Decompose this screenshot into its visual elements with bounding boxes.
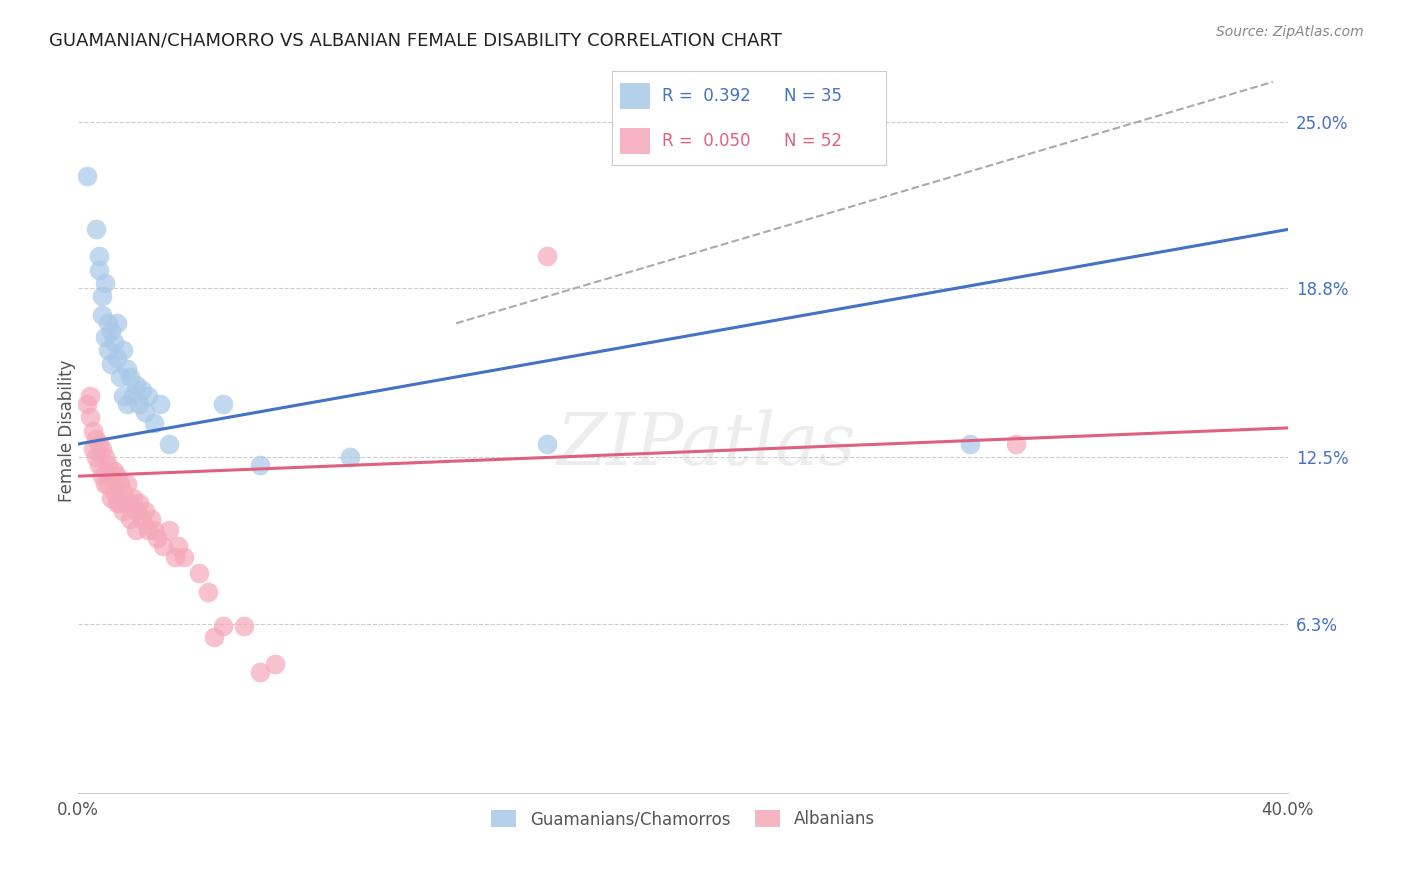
Point xyxy=(91,308,114,322)
Bar xyxy=(620,83,650,109)
Point xyxy=(536,249,558,263)
Legend: Guamanians/Chamorros, Albanians: Guamanians/Chamorros, Albanians xyxy=(485,804,882,835)
Point xyxy=(115,477,138,491)
Point xyxy=(89,249,111,263)
Y-axis label: Female Disability: Female Disability xyxy=(58,359,76,502)
Point xyxy=(100,324,122,338)
Point xyxy=(100,491,122,505)
Point xyxy=(157,437,180,451)
Point xyxy=(97,343,120,358)
Point xyxy=(263,657,285,671)
Text: R =  0.050: R = 0.050 xyxy=(662,132,751,150)
Point xyxy=(94,329,117,343)
Point xyxy=(118,370,141,384)
Point xyxy=(79,410,101,425)
Point xyxy=(94,450,117,465)
Point xyxy=(173,549,195,564)
Point xyxy=(152,539,174,553)
Point xyxy=(118,496,141,510)
Point xyxy=(76,397,98,411)
Point xyxy=(94,276,117,290)
Point xyxy=(1004,437,1026,451)
Point xyxy=(76,169,98,183)
Point xyxy=(94,477,117,491)
Point xyxy=(163,549,186,564)
Point xyxy=(121,389,143,403)
Point xyxy=(97,458,120,473)
Point xyxy=(103,464,125,478)
Point xyxy=(82,424,104,438)
Point xyxy=(149,397,172,411)
Point xyxy=(124,523,146,537)
Text: ZIPatlas: ZIPatlas xyxy=(557,409,858,480)
Point xyxy=(128,397,150,411)
Point xyxy=(536,437,558,451)
Point xyxy=(142,416,165,430)
Point xyxy=(84,222,107,236)
Point xyxy=(97,316,120,330)
Text: Source: ZipAtlas.com: Source: ZipAtlas.com xyxy=(1216,25,1364,39)
Point xyxy=(157,523,180,537)
Point xyxy=(115,362,138,376)
Point xyxy=(110,496,132,510)
Text: N = 35: N = 35 xyxy=(785,87,842,104)
Point xyxy=(121,491,143,505)
Point xyxy=(89,262,111,277)
Point xyxy=(89,458,111,473)
Point xyxy=(118,512,141,526)
Point xyxy=(107,316,129,330)
Point xyxy=(142,523,165,537)
Point xyxy=(197,584,219,599)
Point xyxy=(91,289,114,303)
Point xyxy=(134,504,156,518)
Point xyxy=(128,496,150,510)
Point xyxy=(107,351,129,366)
Point xyxy=(103,485,125,500)
Point xyxy=(97,477,120,491)
Point xyxy=(107,469,129,483)
Point xyxy=(107,496,129,510)
Text: N = 52: N = 52 xyxy=(785,132,842,150)
Point xyxy=(134,405,156,419)
Point xyxy=(100,469,122,483)
Point xyxy=(112,485,135,500)
Text: R =  0.392: R = 0.392 xyxy=(662,87,751,104)
Text: GUAMANIAN/CHAMORRO VS ALBANIAN FEMALE DISABILITY CORRELATION CHART: GUAMANIAN/CHAMORRO VS ALBANIAN FEMALE DI… xyxy=(49,31,782,49)
Point xyxy=(202,630,225,644)
Point xyxy=(115,397,138,411)
Point xyxy=(136,523,159,537)
Point xyxy=(188,566,211,580)
Point xyxy=(100,357,122,371)
Point xyxy=(124,504,146,518)
Point xyxy=(89,437,111,451)
Point xyxy=(112,343,135,358)
Point xyxy=(339,450,361,465)
Point xyxy=(84,450,107,465)
Point xyxy=(212,397,235,411)
Point xyxy=(249,665,271,679)
Point xyxy=(91,442,114,457)
Point xyxy=(167,539,190,553)
Point xyxy=(112,389,135,403)
Point xyxy=(124,378,146,392)
Point xyxy=(139,512,162,526)
Point xyxy=(112,504,135,518)
Point xyxy=(249,458,271,473)
Point xyxy=(110,477,132,491)
Point xyxy=(84,432,107,446)
Point xyxy=(131,512,153,526)
Point xyxy=(79,389,101,403)
Bar xyxy=(620,128,650,153)
Point xyxy=(91,469,114,483)
Point xyxy=(233,619,256,633)
Point xyxy=(136,389,159,403)
Point xyxy=(82,442,104,457)
Point xyxy=(103,334,125,349)
Point xyxy=(959,437,981,451)
Point xyxy=(110,370,132,384)
Point xyxy=(131,384,153,398)
Point xyxy=(212,619,235,633)
Point xyxy=(145,531,167,545)
